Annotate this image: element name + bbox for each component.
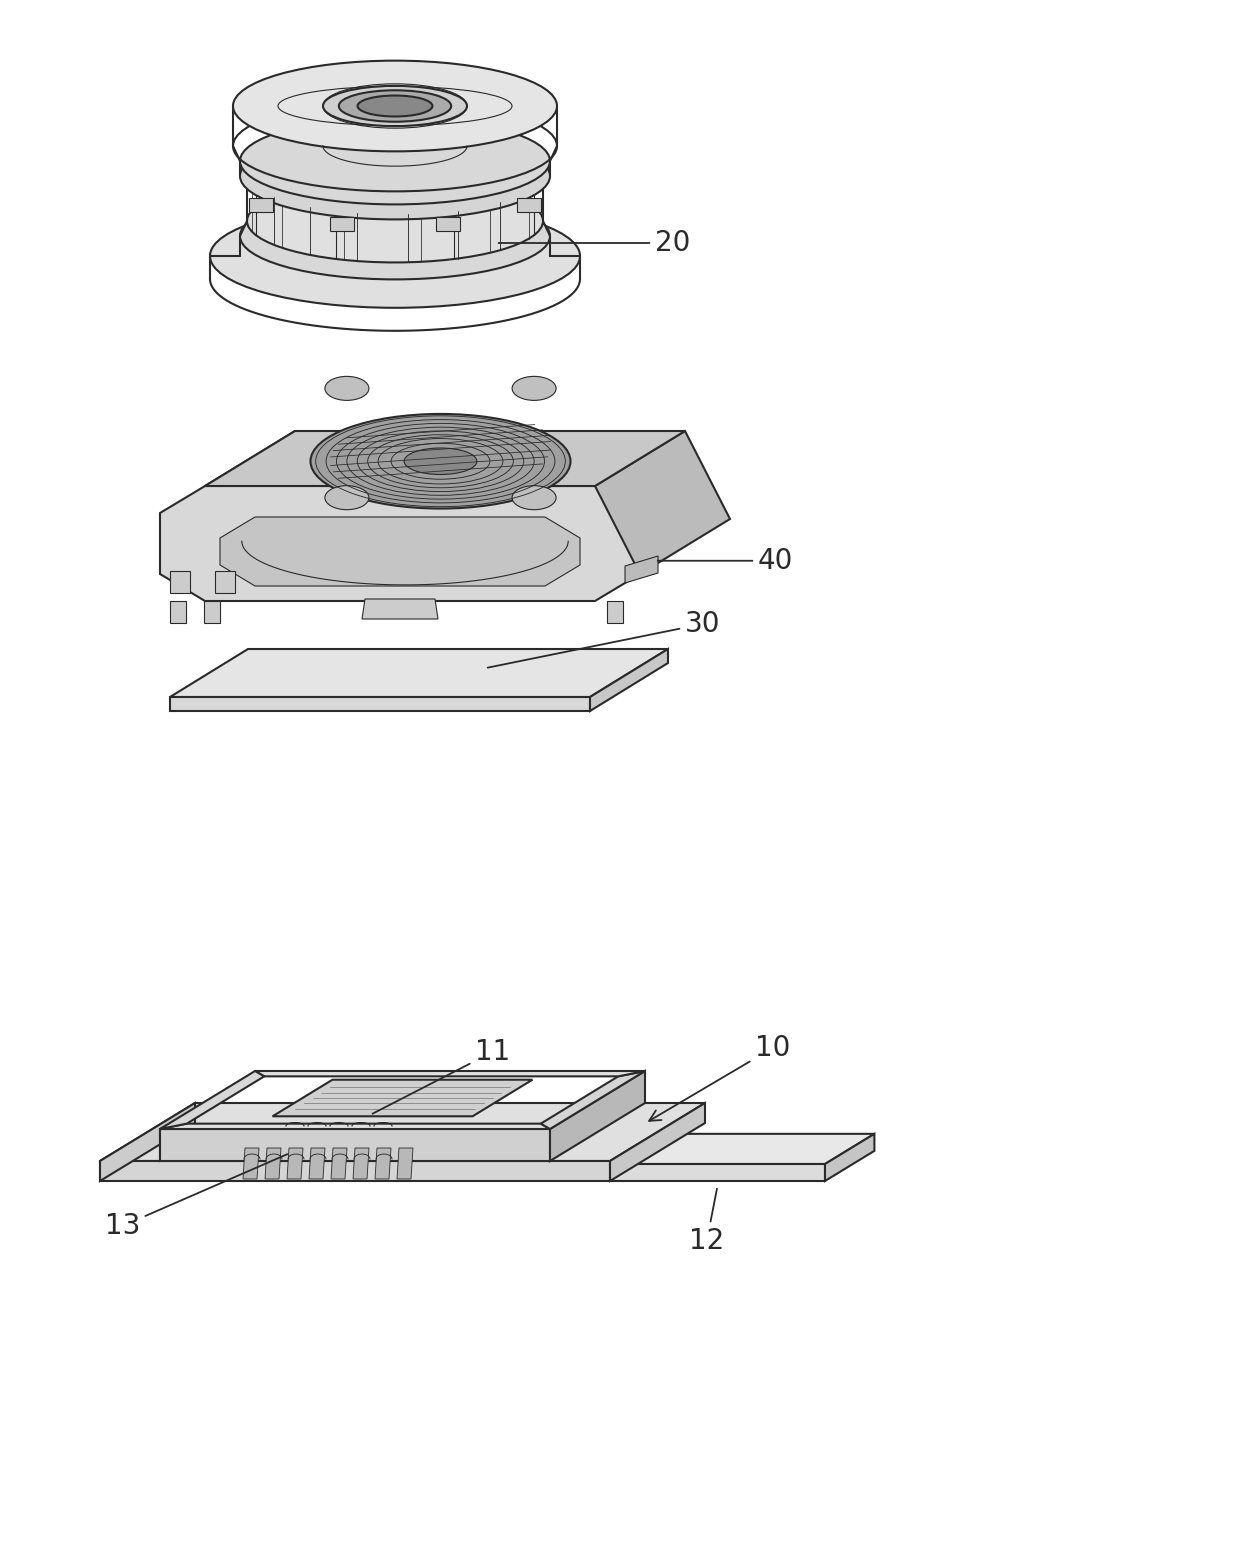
Polygon shape — [160, 485, 640, 601]
Polygon shape — [595, 431, 730, 574]
Polygon shape — [243, 1147, 259, 1179]
Text: 40: 40 — [657, 546, 794, 574]
Polygon shape — [551, 1071, 645, 1161]
Text: 11: 11 — [372, 1038, 510, 1113]
Ellipse shape — [247, 180, 543, 262]
Ellipse shape — [241, 117, 551, 204]
Polygon shape — [265, 1147, 281, 1179]
Polygon shape — [397, 1147, 413, 1179]
Polygon shape — [273, 1080, 532, 1116]
Ellipse shape — [310, 414, 570, 509]
Polygon shape — [541, 1071, 645, 1129]
Ellipse shape — [357, 95, 433, 117]
Polygon shape — [170, 649, 668, 698]
Text: 13: 13 — [104, 1154, 288, 1239]
Polygon shape — [436, 217, 460, 231]
Text: 30: 30 — [487, 610, 720, 668]
Ellipse shape — [512, 376, 556, 400]
Polygon shape — [590, 649, 668, 710]
Polygon shape — [362, 599, 438, 620]
Polygon shape — [160, 1124, 187, 1161]
Ellipse shape — [512, 485, 556, 510]
Polygon shape — [100, 1104, 195, 1182]
Ellipse shape — [241, 133, 551, 220]
Polygon shape — [517, 198, 541, 212]
Ellipse shape — [322, 86, 467, 126]
Polygon shape — [160, 431, 295, 574]
Text: 20: 20 — [498, 229, 691, 258]
Polygon shape — [219, 517, 580, 585]
Ellipse shape — [210, 204, 580, 308]
Polygon shape — [608, 601, 622, 623]
Polygon shape — [100, 1161, 610, 1182]
Polygon shape — [610, 1165, 825, 1182]
Text: 10: 10 — [649, 1033, 790, 1121]
Text: 12: 12 — [689, 1189, 724, 1255]
Polygon shape — [825, 1133, 874, 1182]
Polygon shape — [160, 1071, 264, 1129]
Polygon shape — [374, 1147, 391, 1179]
Polygon shape — [249, 198, 273, 212]
Polygon shape — [100, 1104, 706, 1161]
Polygon shape — [255, 1071, 645, 1077]
Polygon shape — [286, 1147, 303, 1179]
Polygon shape — [625, 556, 658, 582]
Polygon shape — [331, 1147, 347, 1179]
Polygon shape — [610, 1104, 706, 1182]
Ellipse shape — [325, 376, 370, 400]
Polygon shape — [215, 571, 236, 593]
Polygon shape — [170, 698, 590, 710]
Ellipse shape — [241, 192, 551, 279]
Ellipse shape — [247, 134, 543, 217]
Polygon shape — [610, 1133, 874, 1165]
Polygon shape — [330, 217, 353, 231]
Ellipse shape — [325, 485, 370, 510]
Polygon shape — [160, 1124, 551, 1129]
Polygon shape — [170, 601, 186, 623]
Ellipse shape — [404, 448, 477, 475]
Polygon shape — [160, 1129, 551, 1161]
Polygon shape — [309, 1147, 325, 1179]
Polygon shape — [205, 431, 684, 485]
Polygon shape — [170, 571, 190, 593]
Polygon shape — [353, 1147, 370, 1179]
Polygon shape — [205, 601, 219, 623]
Ellipse shape — [339, 91, 451, 122]
Ellipse shape — [233, 61, 557, 151]
